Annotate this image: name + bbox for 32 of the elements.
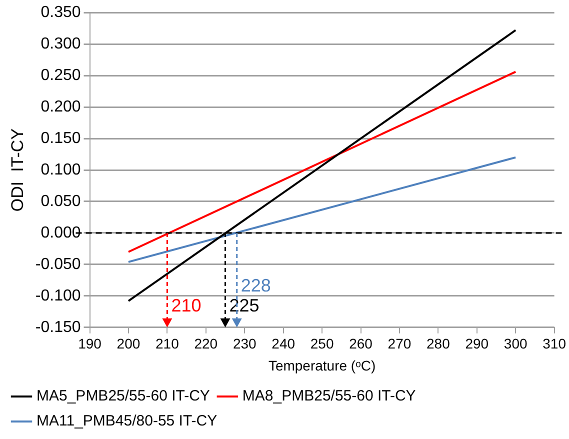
x-tick-label: 230 xyxy=(232,336,257,352)
x-tick-label: 220 xyxy=(194,336,218,352)
x-tick-label: 190 xyxy=(78,336,102,352)
y-tick-label: -0.150 xyxy=(35,318,81,336)
x-tick-label: 210 xyxy=(156,336,180,352)
y-tick-label: 0.050 xyxy=(40,192,81,210)
annotation: 228 xyxy=(240,275,271,296)
y-axis-title: ODI IT-CY xyxy=(8,128,27,212)
x-axis-title: Temperature (ᵒC) xyxy=(268,357,376,374)
legend-label: MA8_PMB25/55-60 IT-CY xyxy=(242,388,416,405)
y-tick-label: 0.100 xyxy=(40,161,81,178)
x-tick-label: 310 xyxy=(542,336,566,352)
y-tick-label: 0.350 xyxy=(40,4,81,22)
y-tick-label: 0.150 xyxy=(40,130,81,147)
annotation: 225 xyxy=(229,295,260,316)
y-tick-label: -0.100 xyxy=(35,287,81,304)
x-tick-label: 250 xyxy=(310,336,334,352)
y-tick-label: 0.300 xyxy=(40,35,81,52)
y-tick-label: 0.200 xyxy=(40,98,81,116)
annotation: 210 xyxy=(171,295,202,316)
y-tick-label: 0.000 xyxy=(40,224,81,242)
x-tick-label: 300 xyxy=(504,336,528,352)
x-tick-label: 290 xyxy=(465,336,489,352)
x-tick-label: 270 xyxy=(388,336,412,352)
x-tick-label: 280 xyxy=(426,336,450,352)
x-tick-label: 200 xyxy=(116,336,140,352)
y-tick-label: 0.250 xyxy=(40,66,81,84)
legend-label: MA11_PMB45/80-55 IT-CY xyxy=(36,412,218,430)
legend-label: MA5_PMB25/55-60 IT-CY xyxy=(36,388,210,405)
x-tick-label: 260 xyxy=(349,336,373,352)
y-tick-label: -0.050 xyxy=(35,256,81,273)
x-tick-label: 240 xyxy=(272,336,296,352)
